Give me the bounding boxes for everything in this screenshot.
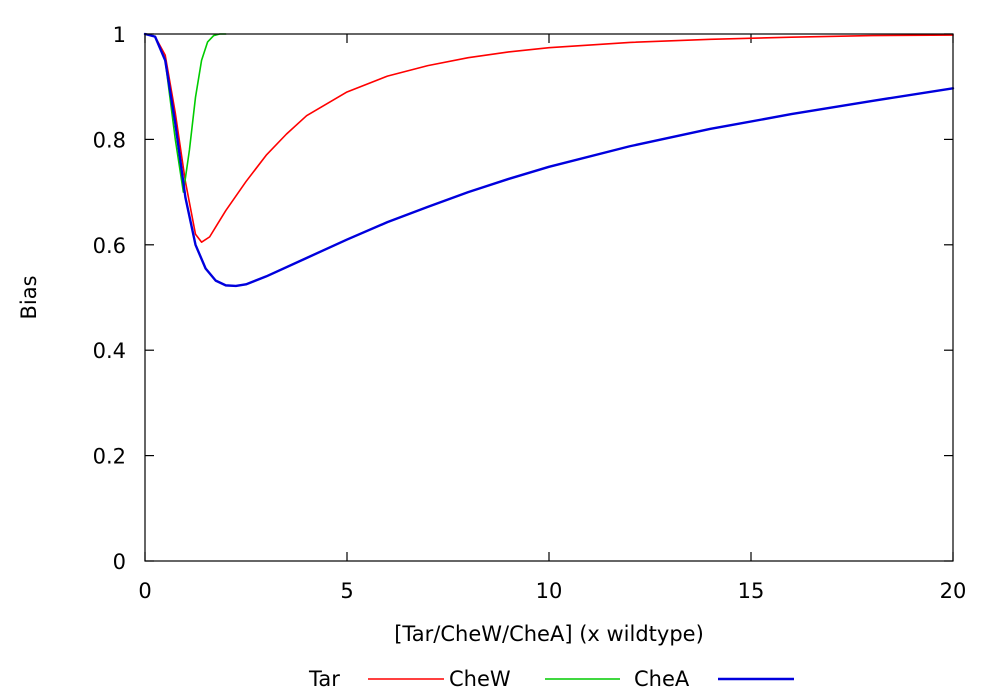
y-tick-label-4: 0.8 (93, 128, 126, 152)
y-tick-label-2: 0.4 (93, 339, 126, 363)
legend: Tar CheW CheA (308, 667, 794, 691)
y-tick-label-0: 0 (113, 550, 126, 574)
axis-ticks: 0 5 10 15 20 0 0.2 0.4 0.6 0.8 1 (93, 23, 967, 603)
y-tick-label-1: 0.2 (93, 445, 126, 469)
x-tick-label-2: 10 (536, 579, 563, 603)
series-line-tar (144, 33, 954, 243)
y-axis-label: Bias (17, 275, 41, 319)
x-tick-label-3: 15 (738, 579, 765, 603)
y-tick-label-3: 0.6 (93, 234, 126, 258)
plot-frame (144, 33, 954, 562)
x-axis-label: [Tar/CheW/CheA] (x wildtype) (394, 622, 704, 646)
y-tick-label-5: 1 (113, 23, 126, 47)
x-tick-label-1: 5 (340, 579, 353, 603)
legend-label-chew: CheW (449, 667, 511, 691)
x-tick-label-0: 0 (138, 579, 151, 603)
series-line-chea (143, 32, 955, 288)
legend-label-chea: CheA (634, 667, 690, 691)
legend-label-tar: Tar (308, 667, 340, 691)
x-tick-label-4: 20 (940, 579, 967, 603)
series-lines (143, 32, 955, 288)
series-line-chew (144, 33, 227, 193)
